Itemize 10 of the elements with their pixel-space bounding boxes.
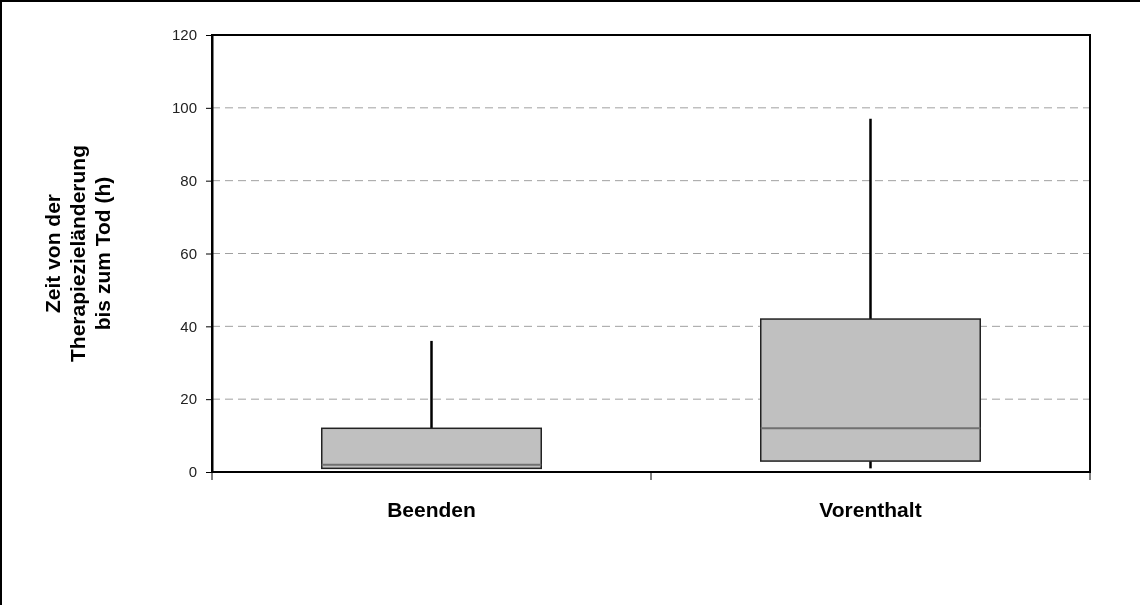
y-tick-label: 0 [188,463,197,481]
y-tick-label: 120 [171,26,197,44]
x-tick-label: Vorenthalt [819,498,922,521]
y-tick-label: 100 [171,99,197,117]
y-tick-label: 20 [180,390,197,408]
x-tick-label: Beenden [387,498,476,521]
y-tick-label: 40 [180,317,197,335]
y-axis-title: Zeit von der Therapiezieländerung bis zum Tod (h) [41,144,114,363]
y-tick-label: 60 [180,244,197,262]
y-tick-label: 80 [180,171,197,189]
